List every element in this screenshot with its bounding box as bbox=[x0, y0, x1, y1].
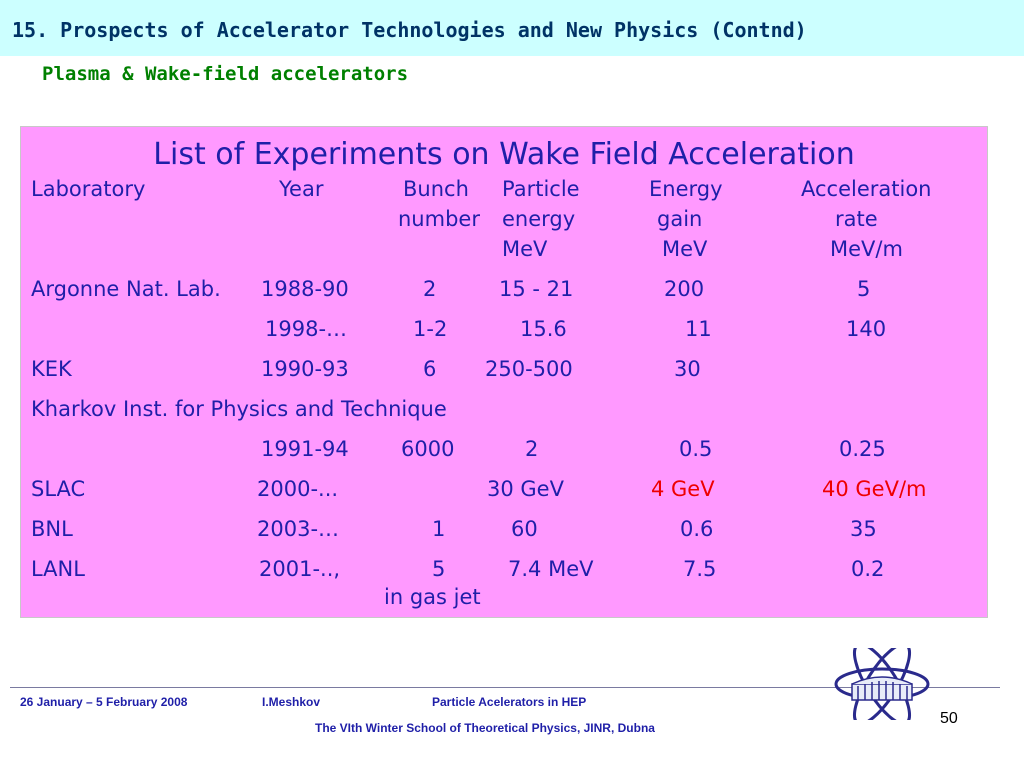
header-particle: Particle bbox=[502, 177, 580, 201]
header-year: Year bbox=[279, 177, 324, 201]
table-row-gain: 7.5 bbox=[683, 557, 717, 581]
header-bunch: Bunch bbox=[403, 177, 469, 201]
header-acceleration: Acceleration bbox=[801, 177, 932, 201]
table-row-rate: 40 GeV/m bbox=[822, 477, 927, 501]
header-acceleration-line3: MeV/m bbox=[830, 237, 903, 261]
header-bunch-line2: number bbox=[398, 207, 480, 231]
header-laboratory: Laboratory bbox=[31, 177, 146, 201]
table-row-rate: 35 bbox=[850, 517, 877, 541]
table-row-rate: 5 bbox=[857, 277, 871, 301]
footer-divider bbox=[10, 687, 1000, 688]
table-row-year: 1988-90 bbox=[261, 277, 349, 301]
table-row-bunch: 1 bbox=[432, 517, 446, 541]
table-row-lab: Kharkov Inst. for Physics and Technique bbox=[31, 397, 447, 421]
table-row-particle: 60 bbox=[511, 517, 538, 541]
table-row-particle: 250-500 bbox=[485, 357, 573, 381]
table-row-gain: 0.6 bbox=[680, 517, 714, 541]
slide-title: 15. Prospects of Accelerator Technologie… bbox=[12, 18, 807, 42]
table-row-bunch: 6000 bbox=[401, 437, 455, 461]
header-acceleration-line2: rate bbox=[835, 207, 878, 231]
header-band bbox=[0, 0, 1024, 56]
table-row-lab: SLAC bbox=[31, 477, 86, 501]
table-row-particle: 15 - 21 bbox=[499, 277, 574, 301]
table-row-year: 2003-… bbox=[257, 517, 340, 541]
table-row-gain: 30 bbox=[674, 357, 701, 381]
table-row-gain: 200 bbox=[664, 277, 705, 301]
header-energy-line3: MeV bbox=[662, 237, 708, 261]
table-row-gain: 11 bbox=[685, 317, 712, 341]
table-row-bunch: 5 bbox=[432, 557, 446, 581]
table-row-rate: 140 bbox=[846, 317, 887, 341]
footer-school: The VIth Winter School of Theoretical Ph… bbox=[315, 721, 655, 735]
table-row-year: 2000-... bbox=[257, 477, 339, 501]
jinr-logo-icon bbox=[834, 648, 930, 720]
footer-author: I.Meshkov bbox=[262, 695, 321, 709]
table-row-year: 1991-94 bbox=[261, 437, 349, 461]
header-energy: Energy bbox=[649, 177, 723, 201]
table-row-rate: 0.2 bbox=[851, 557, 885, 581]
table-row-lab: KEK bbox=[31, 357, 72, 381]
table-row-year: 2001-.., bbox=[259, 557, 341, 581]
table-row-year: 1990-93 bbox=[261, 357, 349, 381]
table-row-lab: Argonne Nat. Lab. bbox=[31, 277, 221, 301]
header-particle-line3: MeV bbox=[502, 237, 548, 261]
footer-course: Particle Acelerators in HEP bbox=[432, 695, 587, 709]
table-row-rate: 0.25 bbox=[839, 437, 886, 461]
table-row-bunch: 2 bbox=[423, 277, 437, 301]
table-heading: List of Experiments on Wake Field Accele… bbox=[153, 137, 855, 172]
table-row-lab: LANL bbox=[31, 557, 85, 581]
table-row-particle: 7.4 MeV bbox=[508, 557, 594, 581]
lanl-note: in gas jet bbox=[384, 585, 481, 609]
slide-subtitle: Plasma & Wake-field accelerators bbox=[42, 63, 409, 85]
table-row-gain: 4 GeV bbox=[651, 477, 715, 501]
header-energy-line2: gain bbox=[657, 207, 703, 231]
footer-dates: 26 January – 5 February 2008 bbox=[20, 695, 188, 709]
table-row-particle: 2 bbox=[525, 437, 539, 461]
experiments-panel: List of Experiments on Wake Field Accele… bbox=[20, 126, 988, 618]
table-row-particle: 30 GeV bbox=[487, 477, 564, 501]
table-row-lab: BNL bbox=[31, 517, 73, 541]
table-row-bunch: 1-2 bbox=[413, 317, 448, 341]
page-number: 50 bbox=[940, 710, 958, 727]
table-row-particle: 15.6 bbox=[520, 317, 567, 341]
table-row-year: 1998-… bbox=[265, 317, 348, 341]
table-row-bunch: 6 bbox=[423, 357, 437, 381]
table-row-gain: 0.5 bbox=[679, 437, 713, 461]
header-particle-line2: energy bbox=[502, 207, 576, 231]
